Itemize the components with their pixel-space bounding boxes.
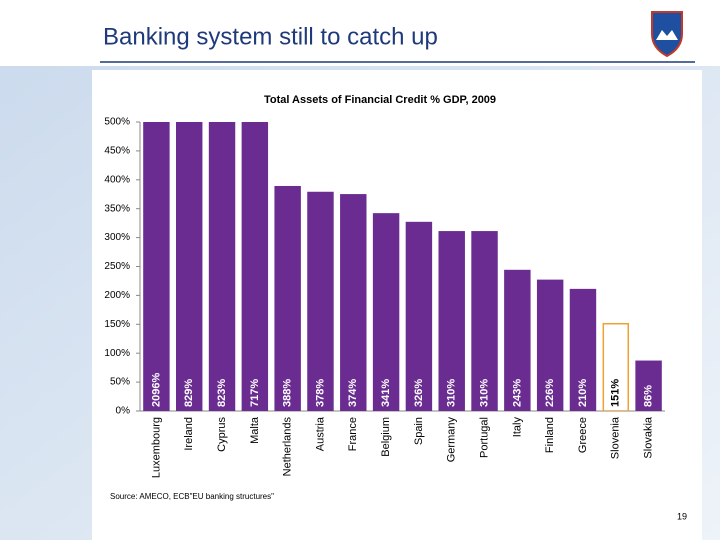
value-label: 86% (643, 385, 655, 407)
y-tick-label: 150% (104, 319, 130, 330)
y-tick-label: 350% (104, 203, 130, 214)
value-label: 310% (446, 379, 458, 407)
x-tick-label: Slovakia (643, 416, 655, 458)
x-tick-label: Luxembourg (150, 417, 162, 478)
bar (602, 322, 629, 411)
x-tick-label: Netherlands (282, 417, 294, 477)
x-tick-label: Slovenia (610, 416, 622, 459)
x-tick-label: Spain (413, 417, 425, 445)
value-label: 717% (249, 379, 261, 407)
bar (405, 221, 433, 411)
x-tick-label: France (347, 417, 359, 451)
bar (438, 231, 465, 411)
x-tick-label: Greece (577, 417, 589, 453)
y-tick-label: 0% (116, 406, 131, 417)
value-label: 341% (380, 379, 392, 407)
bars (143, 122, 662, 411)
value-label: 2096% (150, 373, 162, 407)
bar (176, 122, 203, 411)
x-tick-label: Finland (544, 417, 556, 453)
bar (635, 360, 662, 411)
x-tick-label: Italy (511, 417, 523, 438)
page-number: 19 (677, 511, 687, 521)
x-tick-label: Portugal (478, 417, 490, 458)
x-tick-label: Cyprus (216, 417, 228, 452)
value-label: 829% (183, 379, 195, 407)
x-tick-label: Austria (314, 416, 326, 451)
x-tick-label: Ireland (183, 417, 195, 451)
bar (208, 122, 236, 411)
x-tick-label: Belgium (380, 417, 392, 457)
bar (307, 191, 334, 411)
header-area (0, 0, 720, 66)
y-tick-label: 500% (104, 117, 130, 128)
bar (569, 288, 597, 411)
bar (471, 231, 498, 411)
bar (536, 279, 564, 411)
value-label: 326% (413, 379, 425, 407)
value-label: 823% (216, 379, 228, 407)
y-tick-label: 100% (104, 348, 130, 359)
bar (241, 122, 269, 411)
y-tick-label: 300% (104, 232, 130, 243)
logo (651, 11, 683, 58)
value-label: 243% (511, 379, 523, 407)
value-label: 388% (282, 379, 294, 407)
value-label: 210% (577, 379, 589, 407)
y-tick-label: 250% (104, 261, 130, 272)
bar (504, 269, 531, 411)
y-tick-label: 200% (104, 290, 130, 301)
bar (274, 185, 301, 411)
y-tick-label: 50% (110, 377, 130, 388)
x-tick-label: Malta (249, 416, 261, 444)
x-tick-label: Germany (446, 417, 458, 463)
value-label: 310% (478, 379, 490, 407)
bar (340, 194, 367, 411)
bar (143, 122, 170, 411)
value-label: 374% (347, 379, 359, 407)
bar (372, 213, 400, 411)
y-tick-label: 400% (104, 174, 130, 185)
value-label: 151% (610, 379, 622, 407)
chart-title: Total Assets of Financial Credit % GDP, … (264, 94, 496, 106)
value-label: 378% (314, 379, 326, 407)
value-label: 226% (544, 379, 556, 407)
y-tick-label: 450% (104, 146, 130, 157)
slide-title: Banking system still to catch up (103, 23, 438, 50)
source: Source: AMECO, ECB"EU banking structures… (110, 492, 274, 501)
